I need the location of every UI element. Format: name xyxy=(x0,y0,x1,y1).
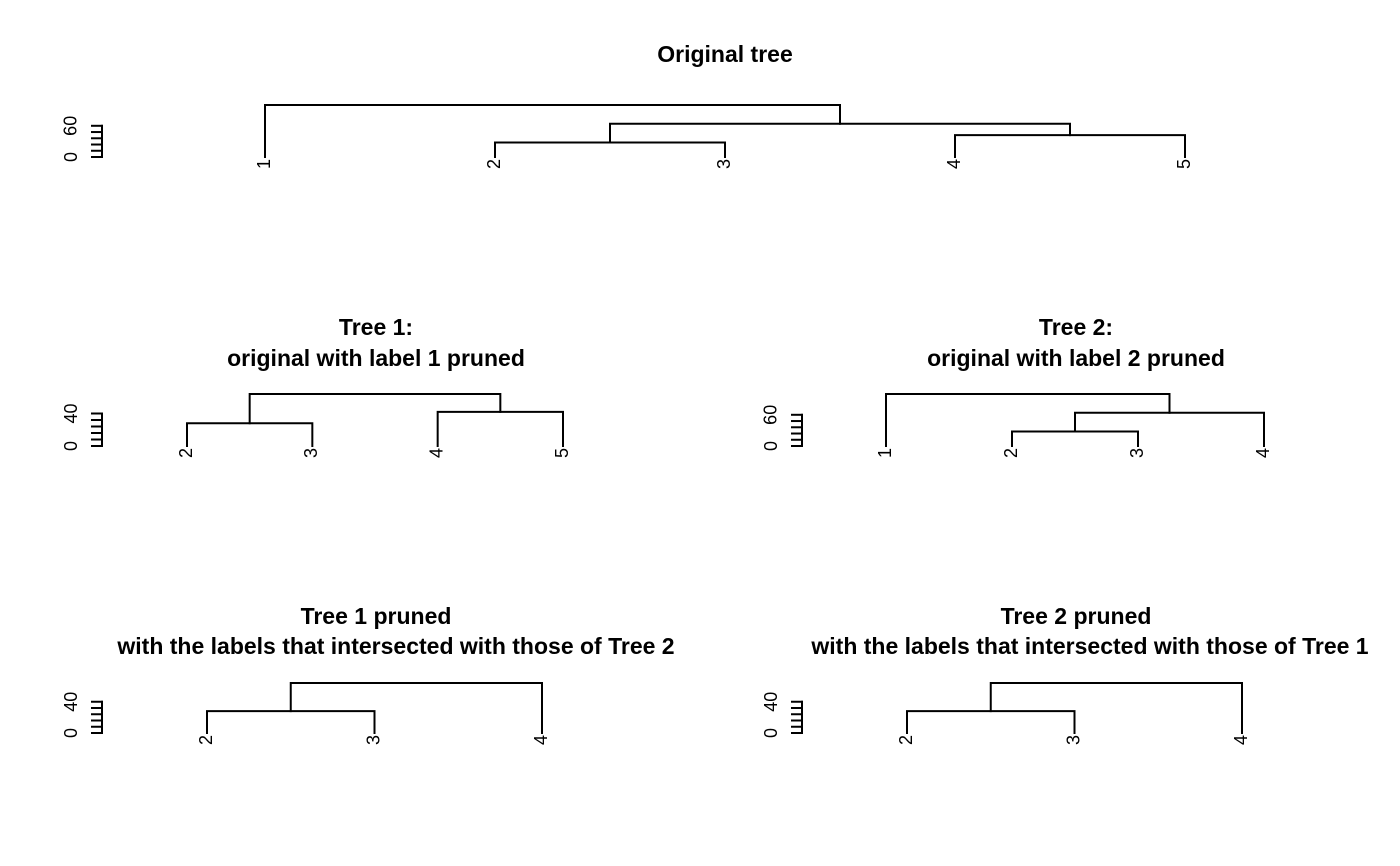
dendrogram-branch xyxy=(494,141,726,158)
leaf-label: 4 xyxy=(944,159,964,169)
dendrogram-branch xyxy=(289,682,543,734)
dendrogram-plot: 0 40 2 3 4 xyxy=(761,682,1251,745)
leaf-label: 5 xyxy=(1174,159,1194,169)
panel-tree-1-pruned: Tree 1 pruned with the labels that inter… xyxy=(61,603,675,745)
panel-tree-2-pruned: Tree 2 pruned with the labels that inter… xyxy=(761,603,1369,745)
leaf-label: 3 xyxy=(1063,735,1083,745)
dendrogram-plot: 0 60 1 2 3 4 xyxy=(761,393,1273,458)
leaf-label: 4 xyxy=(1253,448,1273,458)
dendrogram-branch xyxy=(885,393,1171,447)
leaf-label: 3 xyxy=(714,159,734,169)
dendrogram-plot: 0 40 2 3 4 5 xyxy=(61,393,572,458)
dendrogram-branch xyxy=(1011,430,1139,447)
y-tick-label: 0 xyxy=(761,728,781,738)
panel-title: Tree 2: xyxy=(1039,314,1113,340)
dendrogram-branch xyxy=(989,682,1243,734)
panel-title: Original tree xyxy=(657,41,792,67)
dendrogram-branch xyxy=(954,134,1186,158)
leaf-label: 3 xyxy=(301,448,321,458)
panel-tree-2: Tree 2: original with label 2 pruned 0 60… xyxy=(761,314,1273,458)
leaf-label: 2 xyxy=(896,735,916,745)
dendrogram-branch xyxy=(186,422,314,447)
leaf-label: 4 xyxy=(531,735,551,745)
leaf-label: 3 xyxy=(363,735,383,745)
dendrogram-branch xyxy=(436,410,564,447)
leaf-label: 2 xyxy=(1001,448,1021,458)
dendrogram-branch xyxy=(206,710,376,734)
dendrogram-branch xyxy=(906,710,1076,734)
leaf-label: 1 xyxy=(254,159,274,169)
leaf-label: 4 xyxy=(426,448,446,458)
y-tick-label: 60 xyxy=(61,116,81,136)
y-tick-label: 0 xyxy=(61,728,81,738)
dendrogram-plot: 0 40 2 3 4 xyxy=(61,682,551,745)
dendrogram-branch xyxy=(248,393,502,425)
panel-subtitle: original with label 1 pruned xyxy=(227,345,525,371)
panel-subtitle: original with label 2 pruned xyxy=(927,345,1225,371)
dendrogram-branch xyxy=(609,122,1071,144)
leaf-label: 2 xyxy=(484,159,504,169)
panel-tree-1: Tree 1: original with label 1 pruned 0 40… xyxy=(61,314,572,458)
y-tick-label: 60 xyxy=(761,405,781,425)
leaf-label: 3 xyxy=(1127,448,1147,458)
panel-subtitle: with the labels that intersected with th… xyxy=(810,633,1368,659)
leaf-label: 2 xyxy=(196,735,216,745)
leaf-label: 5 xyxy=(552,448,572,458)
leaf-label: 2 xyxy=(176,448,196,458)
dendrogram-plot: 0 60 1 2 3 4 5 xyxy=(61,104,1194,169)
y-tick-label: 0 xyxy=(61,152,81,162)
panel-subtitle: with the labels that intersected with th… xyxy=(116,633,674,659)
leaf-label: 1 xyxy=(875,448,895,458)
y-tick-label: 0 xyxy=(61,441,81,451)
y-tick-label: 40 xyxy=(61,692,81,712)
panel-title: Tree 2 pruned xyxy=(1001,603,1152,629)
y-tick-label: 40 xyxy=(61,403,81,423)
panel-title: Tree 1: xyxy=(339,314,413,340)
y-tick-label: 0 xyxy=(761,441,781,451)
dendrogram-branch xyxy=(1074,411,1265,447)
dendrogram-branch xyxy=(264,104,841,158)
panel-original-tree: Original tree 0 60 1 2 3 4 5 xyxy=(61,41,1194,169)
y-tick-label: 40 xyxy=(761,692,781,712)
leaf-label: 4 xyxy=(1231,735,1251,745)
panel-title: Tree 1 pruned xyxy=(301,603,452,629)
